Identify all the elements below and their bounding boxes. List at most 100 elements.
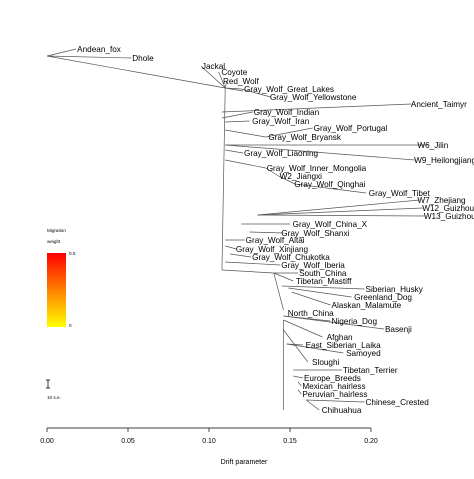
tree-branch — [291, 291, 331, 306]
tree-branch — [273, 272, 284, 311]
tree-branch — [293, 375, 304, 379]
tree-branch — [225, 144, 415, 161]
leaf-label: W9_Heilongjiang — [414, 156, 474, 165]
leaf-label: Dhole — [132, 54, 154, 63]
tree-branch — [230, 253, 252, 258]
leaf-label: Alaskan_Malamute — [332, 301, 402, 310]
migration-legend: Migration weight 0.5 0 — [47, 228, 76, 328]
tree-branch — [249, 231, 284, 234]
tree-branch — [225, 245, 237, 250]
leaf-label: W13_Guizhou — [424, 212, 474, 221]
leaf-label: Gray_Wolf_Xinjiang — [236, 245, 309, 254]
tree-branch — [221, 111, 253, 119]
tree-branch — [273, 272, 294, 282]
leaf-label: Nigeria_Dog — [332, 317, 378, 326]
tree-branch — [286, 343, 344, 354]
x-tick-label: 0.20 — [364, 438, 378, 445]
tree-branch — [225, 129, 266, 138]
tree-leaves: Andean_foxDholeJackalCoyoteRed_WolfGray_… — [77, 45, 474, 415]
tree-branch — [265, 167, 279, 177]
tree-branch — [283, 319, 323, 338]
tree-branch — [225, 261, 281, 266]
tree-branch — [257, 199, 420, 216]
tree-branch — [46, 55, 132, 59]
leaf-label: Gray_Wolf_Shanxi — [281, 229, 349, 238]
tree-branch — [297, 381, 302, 387]
leaf-label: Gray_Wolf_Iran — [252, 117, 310, 126]
x-tick-label: 0.05 — [121, 438, 135, 445]
leaf-label: Sloughi — [312, 358, 339, 367]
leaf-label: North_China — [288, 309, 334, 318]
tree-branch — [221, 103, 412, 113]
tree-branch — [225, 87, 244, 92]
leaf-label: Tibetan_Mastiff — [296, 277, 352, 286]
tree-branch — [257, 207, 423, 216]
x-axis-title: Drift parameter — [221, 459, 268, 466]
tree-branches — [46, 48, 428, 411]
tree-branch — [281, 285, 365, 290]
tree-branch — [257, 214, 425, 217]
leaf-label: Gray_Wolf_Liaoning — [244, 149, 318, 158]
tree-branch — [46, 55, 226, 89]
tree-branch — [241, 88, 271, 98]
tree-branch — [294, 183, 367, 194]
leaf-label: Basenji — [385, 325, 412, 334]
migration-color-bar — [47, 253, 66, 327]
leaf-label: Tibetan_Terrier — [343, 366, 398, 375]
tree-branch — [288, 287, 352, 298]
leaf-label: W7_Zhejiang — [417, 196, 466, 205]
legend-min-label: 0 — [69, 323, 72, 328]
tree-branch — [225, 120, 250, 123]
leaf-label: Jackal — [202, 62, 225, 71]
tree-branch — [225, 149, 244, 154]
leaf-label: Gray_Wolf_Altai — [246, 236, 305, 245]
tree-branch — [297, 389, 302, 395]
leaf-label: W6_Jilin — [417, 141, 448, 150]
leaf-label: Greenland_Dog — [354, 293, 412, 302]
tree-branch — [225, 159, 266, 169]
tree-branch — [306, 399, 365, 403]
leaf-label: Coyote — [221, 68, 247, 77]
leaf-label: Gray_Wolf_Chukotka — [252, 253, 330, 262]
tree-branch — [265, 127, 313, 138]
tree-branch — [283, 329, 309, 363]
tree-branch — [278, 175, 296, 185]
leaf-label: Gray_Wolf_Tibet — [369, 189, 431, 198]
scale-bar: 10 s.e. — [46, 379, 61, 400]
x-axis: 0.00 0.05 0.10 0.15 0.20 Drift parameter — [40, 427, 378, 466]
leaf-label: Gray_Wolf_Inner_Mongolia — [267, 164, 367, 173]
tree-branch — [283, 315, 385, 330]
tree-branch — [200, 65, 226, 89]
leaf-label: East_Siberian_Laika — [306, 341, 382, 350]
scale-bar-label: 10 s.e. — [47, 395, 61, 400]
legend-title: Migration — [47, 228, 66, 233]
leaf-label: Europe_Breeds — [304, 374, 361, 383]
x-tick-label: 0.00 — [40, 438, 54, 445]
tree-branch — [221, 87, 226, 271]
tree-branch — [218, 71, 226, 89]
tree-branch — [221, 269, 274, 274]
x-tick-label: 0.10 — [202, 438, 216, 445]
leaf-label: Chihuahua — [322, 406, 362, 415]
tree-branch — [46, 48, 77, 57]
leaf-label: Chinese_Crested — [366, 398, 430, 407]
leaf-label: Gray_Wolf_Portugal — [314, 124, 388, 133]
leaf-label: Gray_Wolf_Yellowstone — [270, 93, 357, 102]
leaf-label: Gray_Wolf_Great_Lakes — [244, 85, 334, 94]
leaf-label: W12_Guizhou — [422, 204, 474, 213]
leaf-label: W2_Jiangxi — [280, 172, 323, 181]
tree-branch — [305, 399, 320, 411]
legend-max-label: 0.5 — [69, 251, 76, 256]
leaf-label: Mexican_hairless — [302, 382, 365, 391]
leaf-label: Gray_Wolf_Qinghai — [294, 180, 365, 189]
leaf-label: South_China — [299, 269, 347, 278]
leaf-label: Red_Wolf — [223, 77, 260, 86]
leaf-label: Afghan — [327, 333, 353, 342]
leaf-label: Samoyed — [346, 349, 381, 358]
leaf-label: Gray_Wolf_Bryansk — [268, 133, 342, 142]
leaf-label: Gray_Wolf_Indian — [254, 108, 320, 117]
leaf-label: Gray_Wolf_Iberia — [281, 261, 345, 270]
legend-subtitle: weight — [47, 239, 61, 244]
leaf-label: Andean_fox — [77, 45, 121, 54]
